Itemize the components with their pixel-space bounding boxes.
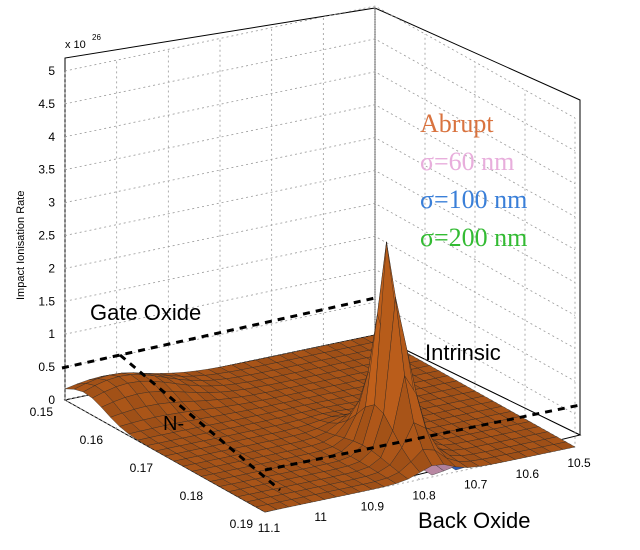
legend-entry-abrupt: Abrupt [420, 109, 494, 138]
surface-series [64, 241, 576, 513]
z-tick-label: 0 [48, 393, 55, 407]
y-tick-label: 11 [314, 510, 327, 524]
annotation-n-minus: N- [163, 413, 184, 435]
legend-entry-sigma60: σ=60 nm [420, 147, 514, 176]
y-tick-label: 10.8 [412, 489, 436, 503]
z-tick-label: 2.5 [38, 229, 55, 243]
dashed-boundary [264, 403, 581, 472]
x-tick-label: 0.15 [30, 405, 54, 419]
z-exponent-power: 26 [92, 33, 101, 42]
z-axis-title: Impact Ionisation Rate [15, 191, 27, 300]
z-tick-label: 4 [48, 130, 55, 144]
y-tick-label: 10.5 [567, 456, 591, 470]
x-tick-label: 0.19 [230, 517, 254, 531]
z-tick-label: 1.5 [38, 294, 55, 308]
z-gridline [64, 104, 576, 218]
y-tick-label: 10.6 [516, 467, 540, 481]
annotation-gate-oxide: Gate Oxide [90, 300, 201, 325]
z-tick-label: 3 [48, 196, 55, 210]
z-tick-label: 3.5 [38, 163, 55, 177]
z-tick-label: 2 [48, 261, 55, 275]
surface-cell [553, 441, 576, 450]
y-tick-label: 11.1 [258, 521, 281, 535]
dashed-boundary [61, 296, 376, 370]
dashed-boundary [119, 353, 281, 492]
z-tick-label: 5 [48, 64, 55, 78]
legend-entry-sigma100: σ=100 nm [420, 185, 527, 214]
z-tick-label: 1 [48, 327, 55, 341]
z-tick-label: 0.5 [38, 360, 55, 374]
y-tick-label: 10.7 [464, 478, 488, 492]
z-gridline [64, 71, 576, 185]
region-boundaries [61, 296, 581, 492]
x-tick-label: 0.16 [80, 433, 104, 447]
z-tick-label: 4.5 [38, 97, 55, 111]
legend-entry-sigma200: σ=200 nm [420, 223, 527, 252]
annotation-intrinsic: Intrinsic [425, 340, 501, 365]
z-exponent-label: x 10 [65, 39, 86, 51]
tick-labels: 0 0.5 1 1.5 2 2.5 3 3.5 4 4.5 5 0.15 0.16 0.17 0.18 0.1… [30, 64, 591, 535]
annotation-back-oxide: Back Oxide [418, 508, 531, 533]
x-tick-label: 0.17 [130, 461, 154, 475]
x-tick-label: 0.18 [180, 489, 204, 503]
surface-group [64, 241, 576, 513]
y-tick-label: 10.9 [361, 499, 385, 513]
